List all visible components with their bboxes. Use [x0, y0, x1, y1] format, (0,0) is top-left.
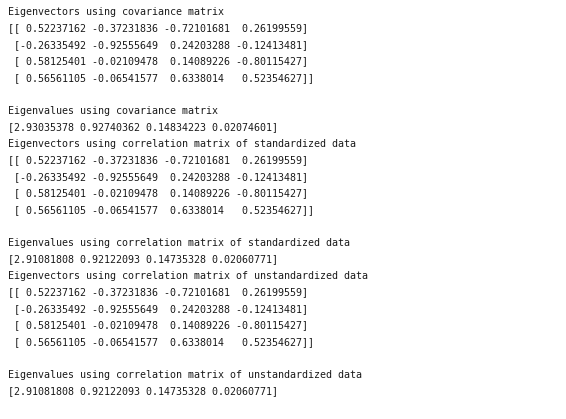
Text: [2.91081808 0.92122093 0.14735328 0.02060771]: [2.91081808 0.92122093 0.14735328 0.0206… [8, 386, 278, 396]
Text: [[ 0.52237162 -0.37231836 -0.72101681  0.26199559]: [[ 0.52237162 -0.37231836 -0.72101681 0.… [8, 155, 308, 166]
Text: [ 0.58125401 -0.02109478  0.14089226 -0.80115427]: [ 0.58125401 -0.02109478 0.14089226 -0.8… [8, 321, 308, 331]
Text: Eigenvalues using correlation matrix of standardized data: Eigenvalues using correlation matrix of … [8, 238, 350, 248]
Text: [ 0.58125401 -0.02109478  0.14089226 -0.80115427]: [ 0.58125401 -0.02109478 0.14089226 -0.8… [8, 189, 308, 199]
Text: Eigenvalues using correlation matrix of unstandardized data: Eigenvalues using correlation matrix of … [8, 370, 362, 380]
Text: Eigenvectors using covariance matrix: Eigenvectors using covariance matrix [8, 7, 224, 17]
Text: [ 0.56561105 -0.06541577  0.6338014   0.52354627]]: [ 0.56561105 -0.06541577 0.6338014 0.523… [8, 337, 314, 347]
Text: [ 0.56561105 -0.06541577  0.6338014   0.52354627]]: [ 0.56561105 -0.06541577 0.6338014 0.523… [8, 73, 314, 83]
Text: Eigenvectors using correlation matrix of standardized data: Eigenvectors using correlation matrix of… [8, 139, 356, 149]
Text: [ 0.56561105 -0.06541577  0.6338014   0.52354627]]: [ 0.56561105 -0.06541577 0.6338014 0.523… [8, 205, 314, 215]
Text: [[ 0.52237162 -0.37231836 -0.72101681  0.26199559]: [[ 0.52237162 -0.37231836 -0.72101681 0.… [8, 23, 308, 34]
Text: [ 0.58125401 -0.02109478  0.14089226 -0.80115427]: [ 0.58125401 -0.02109478 0.14089226 -0.8… [8, 57, 308, 67]
Text: [2.91081808 0.92122093 0.14735328 0.02060771]: [2.91081808 0.92122093 0.14735328 0.0206… [8, 254, 278, 264]
Text: [-0.26335492 -0.92555649  0.24203288 -0.12413481]: [-0.26335492 -0.92555649 0.24203288 -0.1… [8, 172, 308, 182]
Text: [-0.26335492 -0.92555649  0.24203288 -0.12413481]: [-0.26335492 -0.92555649 0.24203288 -0.1… [8, 40, 308, 50]
Text: Eigenvalues using covariance matrix: Eigenvalues using covariance matrix [8, 106, 218, 116]
Text: Eigenvectors using correlation matrix of unstandardized data: Eigenvectors using correlation matrix of… [8, 271, 368, 281]
Text: [2.93035378 0.92740362 0.14834223 0.02074601]: [2.93035378 0.92740362 0.14834223 0.0207… [8, 122, 278, 132]
Text: [-0.26335492 -0.92555649  0.24203288 -0.12413481]: [-0.26335492 -0.92555649 0.24203288 -0.1… [8, 304, 308, 314]
Text: [[ 0.52237162 -0.37231836 -0.72101681  0.26199559]: [[ 0.52237162 -0.37231836 -0.72101681 0.… [8, 287, 308, 297]
